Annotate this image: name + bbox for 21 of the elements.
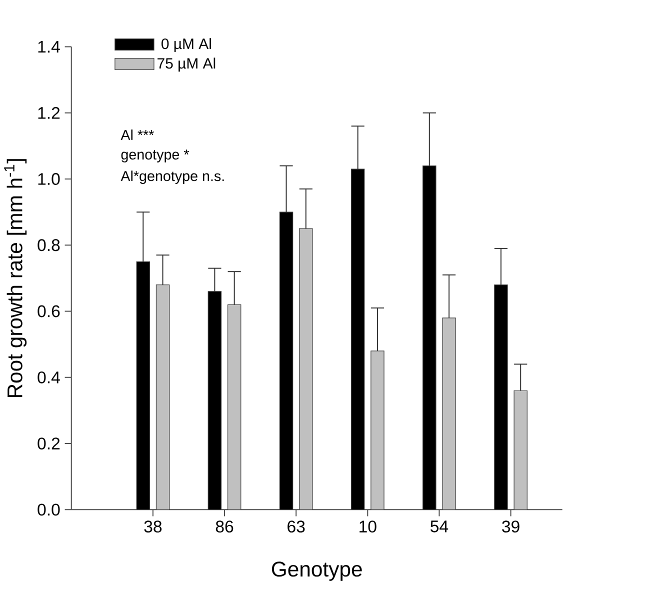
x-tick-label: 39	[502, 520, 520, 532]
y-tick-label: 1.2	[38, 106, 60, 119]
annotation: Al*genotype n.s.	[120, 170, 224, 184]
x-tick-label: 10	[360, 520, 376, 532]
y-tick-label: 0.4	[38, 371, 60, 384]
annotation: Al ***	[120, 129, 154, 140]
legend-label: 75 µM Al	[158, 57, 216, 72]
y-tick-label: 0.0	[38, 504, 60, 516]
annotation: genotype *	[121, 149, 190, 162]
x-axis-title: Genotype	[272, 561, 362, 581]
x-tick-label: 86	[216, 520, 234, 532]
y-tick-label: 1.0	[38, 172, 60, 185]
y-tick-label: 0.2	[38, 437, 60, 450]
y-axis-title: Root growth rate [mm h$^{-1}$]	[4, 158, 27, 397]
y-tick-label: 0.6	[38, 305, 60, 318]
y-tick-label: 0.8	[38, 238, 60, 251]
y-tick-label: 1.4	[38, 40, 60, 52]
x-tick-label: 54	[430, 520, 448, 532]
legend-label: 0 µM Al	[162, 38, 211, 52]
x-tick-label: 63	[288, 520, 305, 532]
x-tick-label: 38	[144, 520, 162, 532]
